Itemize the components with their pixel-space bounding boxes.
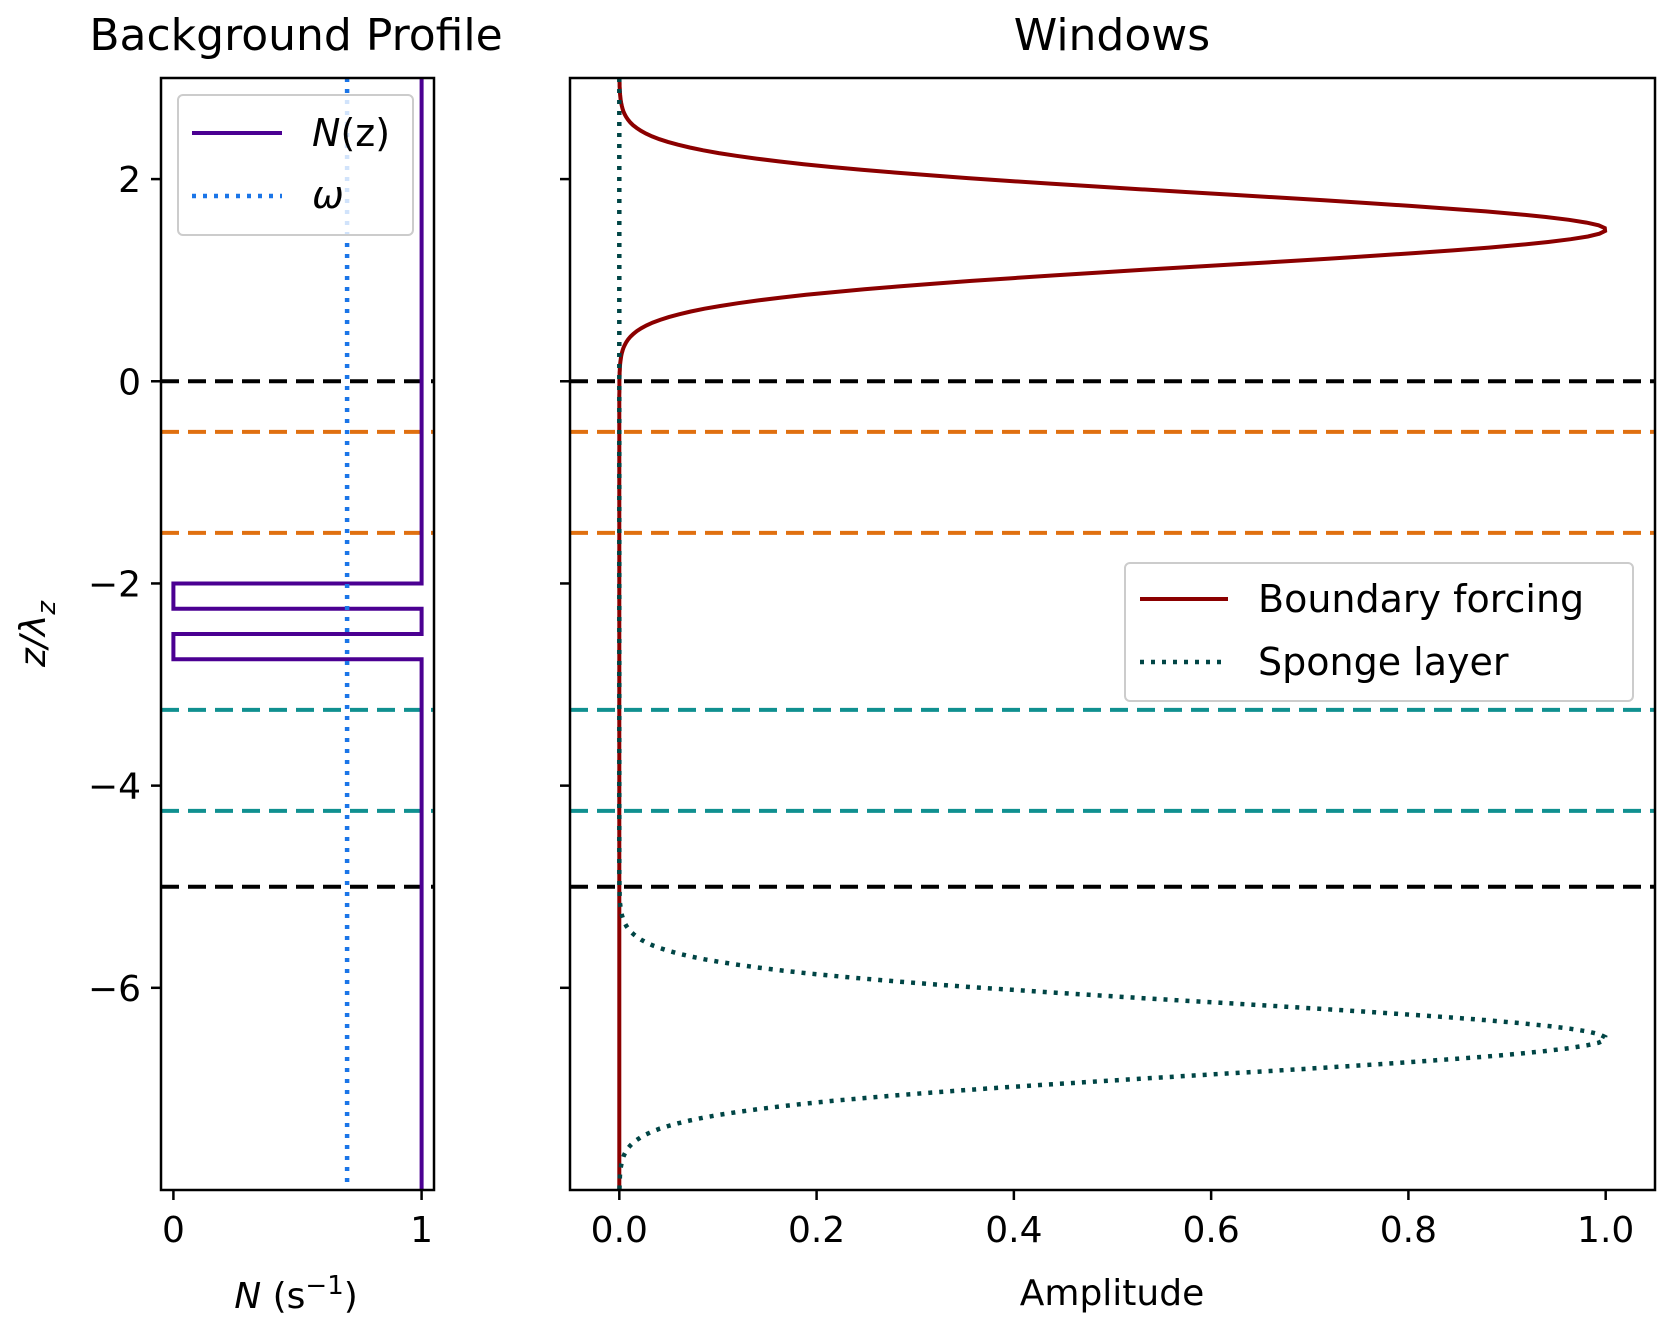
left-ytick-label-3: −4 [88, 767, 141, 808]
right-xtick-label-1: 0.2 [788, 1210, 845, 1251]
windows-panel: Windows 0.0 0.2 0.4 0.6 0.8 1.0 Amplitude Bou… [560, 10, 1657, 1314]
legend-label-omega: ω [312, 173, 344, 217]
right-xtick-label-2: 0.4 [985, 1210, 1042, 1251]
ylabel-main: z/λ [13, 615, 54, 668]
left-xtick-label-0: 0 [162, 1210, 185, 1251]
right-axes-frame [568, 76, 1657, 1192]
left-plot-area [161, 78, 434, 1190]
left-legend: N(z) ω [177, 94, 414, 236]
right-series-0 [617, 77, 1608, 1190]
left-ytick-label-2: −2 [88, 564, 141, 605]
left-ytick-label-4: −6 [88, 969, 141, 1010]
legend-label-sponge: Sponge layer [1258, 640, 1509, 684]
left-xlabel-close: ) [344, 1276, 358, 1317]
right-series-1 [617, 78, 1608, 1191]
right-panel-title: Windows [1014, 10, 1210, 61]
right-xtick-label-0: 0.0 [591, 1210, 648, 1251]
ylabel-subscript: z [32, 600, 62, 616]
legend-label-n: N(z) [312, 111, 390, 155]
left-xlabel-exponent: −1 [305, 1271, 343, 1301]
left-xtick-label-1: 1 [410, 1210, 433, 1251]
left-ytick-label-0: 2 [118, 160, 141, 201]
y-axis-label: z/λz [13, 600, 62, 668]
left-xlabel-units: (s [261, 1276, 305, 1317]
left-xlabel-symbol: N [234, 1276, 261, 1317]
legend-label-boundary: Boundary forcing [1258, 577, 1584, 621]
left-ytick-label-1: 0 [118, 362, 141, 403]
right-x-axis-label: Amplitude [1020, 1273, 1204, 1314]
left-series-0 [171, 78, 424, 1190]
left-legend-box [177, 94, 414, 236]
left-y-ticks: 2 0 −2 −4 −6 [88, 160, 161, 1010]
right-legend-box [1124, 562, 1634, 702]
right-xtick-label-5: 1.0 [1577, 1210, 1634, 1251]
right-xtick-label-3: 0.6 [1183, 1210, 1240, 1251]
right-y-ticks [560, 177, 570, 990]
left-axes-frame [159, 76, 436, 1192]
right-legend: Boundary forcing Sponge layer [1124, 562, 1634, 702]
right-xtick-label-4: 0.8 [1380, 1210, 1437, 1251]
left-x-axis-label: N (s−1) [234, 1271, 358, 1317]
left-panel-title: Background Profile [89, 10, 502, 61]
right-plot-area [570, 77, 1655, 1191]
right-x-ticks: 0.0 0.2 0.4 0.6 0.8 1.0 [591, 1190, 1634, 1251]
